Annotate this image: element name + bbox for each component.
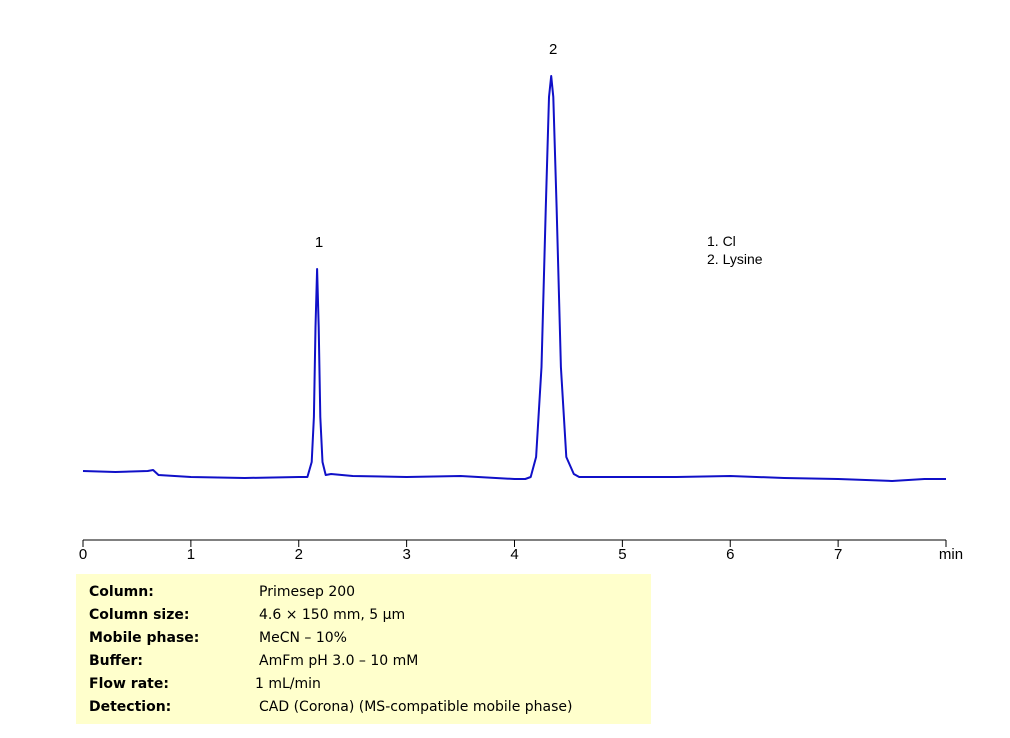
x-tick-label: 7 xyxy=(834,546,842,563)
condition-label: Detection: xyxy=(89,699,172,715)
peak-label-2: 2 xyxy=(549,41,557,58)
condition-label: Column size: xyxy=(89,607,190,623)
x-tick-label: 1 xyxy=(187,546,195,563)
x-tick-label: 6 xyxy=(726,546,734,563)
legend: 1. Cl 2. Lysine xyxy=(707,232,763,268)
condition-value: AmFm pH 3.0 – 10 mM xyxy=(259,653,419,669)
condition-label: Buffer: xyxy=(89,653,143,669)
conditions-box: Column: Primesep 200 Column size: 4.6 × … xyxy=(76,574,651,724)
condition-label: Column: xyxy=(89,584,154,600)
x-tick-label: 5 xyxy=(618,546,626,563)
x-tick-label: 3 xyxy=(402,546,410,563)
x-axis: 0 1 2 3 4 5 6 7 min xyxy=(79,539,963,563)
condition-value: 1 mL/min xyxy=(255,676,321,692)
x-tick-label: 2 xyxy=(295,546,303,563)
chromatogram-trace xyxy=(82,75,946,482)
trace-group xyxy=(82,75,946,482)
legend-item-2: 2. Lysine xyxy=(707,251,763,267)
x-tick-label: 4 xyxy=(510,546,518,563)
condition-value: MeCN – 10% xyxy=(259,630,347,646)
x-unit-label: min xyxy=(939,546,963,563)
condition-label: Flow rate: xyxy=(89,676,169,692)
condition-value: CAD (Corona) (MS-compatible mobile phase… xyxy=(259,699,573,715)
peak-label-1: 1 xyxy=(315,234,323,251)
condition-label: Mobile phase: xyxy=(89,630,200,646)
condition-value: 4.6 × 150 mm, 5 µm xyxy=(259,607,406,623)
condition-value: Primesep 200 xyxy=(259,584,356,600)
peak-labels: 12 xyxy=(315,41,557,251)
legend-item-1: 1. Cl xyxy=(707,233,736,249)
x-tick-label: 0 xyxy=(79,546,87,563)
